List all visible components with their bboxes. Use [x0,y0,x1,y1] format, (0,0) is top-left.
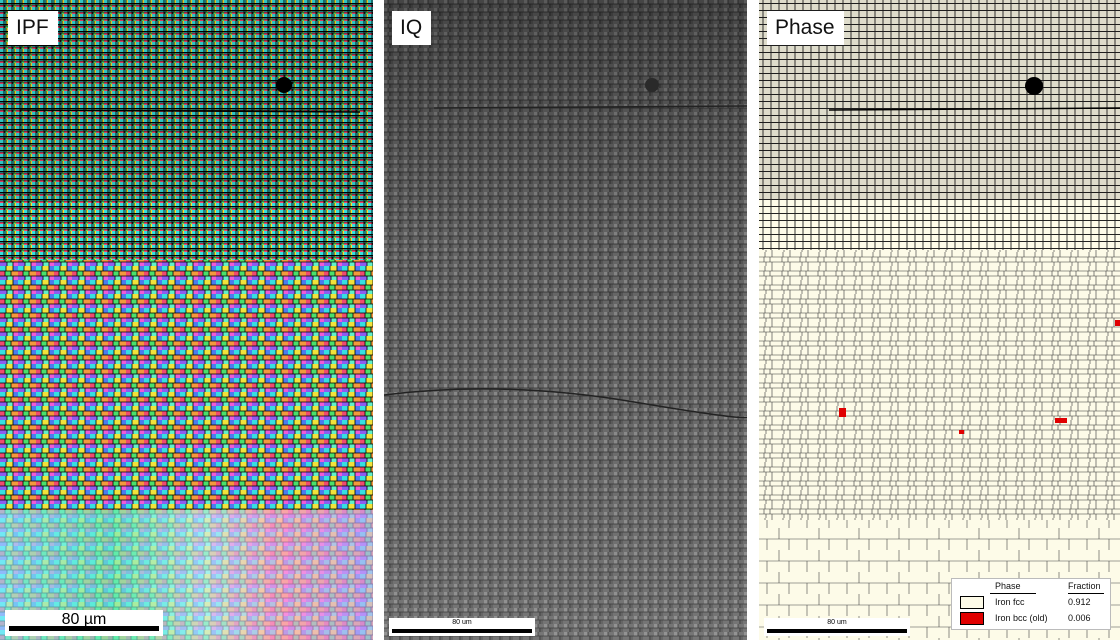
ipf-scale-bar: 80 µm [5,610,163,636]
iq-panel-label: IQ [392,11,432,45]
legend-fraction-bcc: 0.006 [1068,613,1091,623]
ipf-scale-bar-text: 80 µm [61,611,107,628]
phase-panel-label: Phase [767,11,844,45]
legend-name-bcc: Iron bcc (old) [995,613,1048,623]
phase-legend: Phase Fraction Iron fcc 0.912 Iron bcc (… [951,578,1111,630]
ipf-scale-bar-line [9,626,159,631]
legend-header-rule [1068,593,1104,594]
phase-scale-bar-line [767,629,907,633]
legend-swatch-fcc [960,596,984,609]
iq-map-panel: IQ 80 um [384,0,747,640]
legend-swatch-bcc [960,612,984,625]
iq-image-quality-map [384,0,747,640]
phase-map-panel: Phase 80 um Phase Fraction Iron fcc 0.91… [759,0,1120,640]
phase-scale-bar: 80 um [764,618,910,636]
legend-header-phase: Phase [995,581,1021,591]
phase-scale-bar-text: 80 um [827,619,847,626]
iq-scale-bar-text: 80 um [452,619,472,626]
phase-map [759,0,1120,640]
ipf-map-panel: IPF 80 µm [0,0,373,640]
legend-header-fraction: Fraction [1068,581,1101,591]
legend-fraction-fcc: 0.912 [1068,597,1091,607]
iq-scale-bar-line [392,629,532,633]
legend-header-rule [990,593,1036,594]
ipf-panel-label: IPF [8,11,58,45]
legend-name-fcc: Iron fcc [995,597,1025,607]
ipf-orientation-map [0,0,373,640]
iq-scale-bar: 80 um [389,618,535,636]
